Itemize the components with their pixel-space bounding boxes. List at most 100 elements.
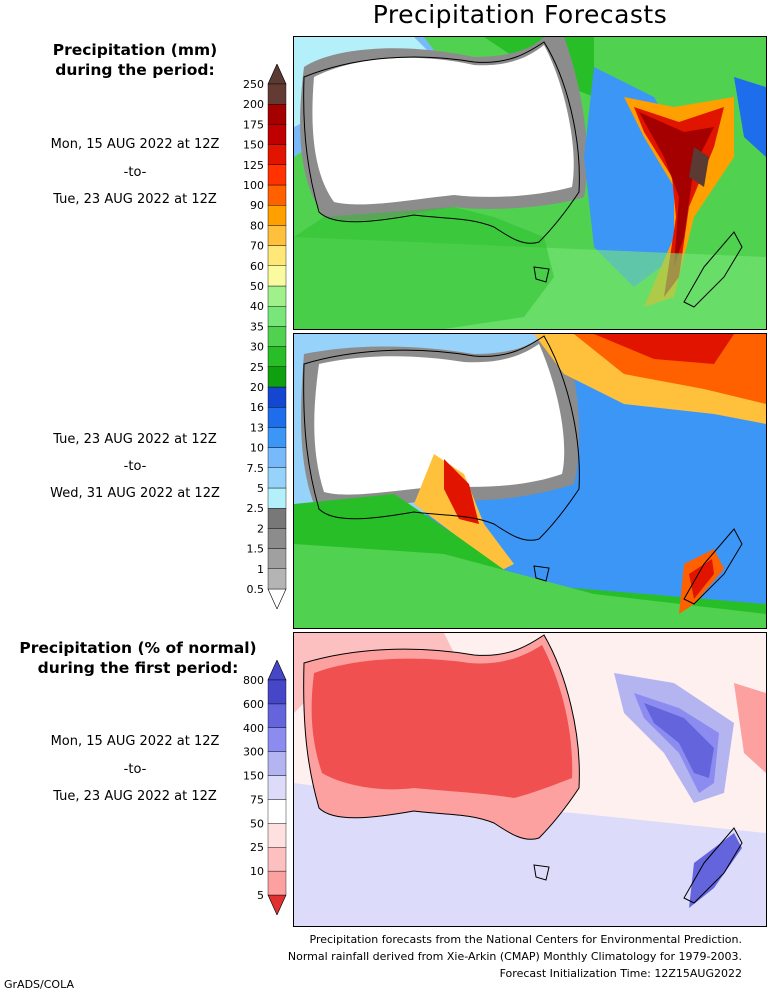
precip-colorbar-tick-label: 35 <box>250 320 264 333</box>
percent-colorbar-over-triangle <box>267 659 287 681</box>
percent-colorbar-tick-label: 50 <box>250 817 264 830</box>
precip-colorbar-segment <box>267 407 287 428</box>
footer-line2: Normal rainfall derived from Xie-Arkin (… <box>287 950 742 963</box>
precip-colorbar-tick-label: 80 <box>250 219 264 232</box>
precip-colorbar-over-triangle <box>267 63 287 85</box>
precip-colorbar-segment <box>267 285 287 307</box>
percent-colorbar-tick-label: 600 <box>243 698 264 711</box>
period2-sep: -to- <box>123 459 147 474</box>
precip-colorbar-segment <box>267 568 287 590</box>
precip-colorbar-tick-label: 25 <box>250 361 264 374</box>
precip-colorbar-tick-label: 5 <box>257 482 264 495</box>
precip-colorbar-tick-label: 20 <box>250 381 264 394</box>
precip-colorbar-tick-label: 10 <box>250 442 264 455</box>
map-period2-svg <box>294 334 766 628</box>
map-period1 <box>293 36 767 330</box>
precip-colorbar-segment <box>267 104 287 125</box>
precip-colorbar-segment <box>267 467 287 489</box>
map-percent-normal <box>293 632 767 927</box>
precip-colorbar-segment <box>267 528 287 549</box>
precip-colorbar: 0.5 1 1.5 2 2.5 5 7.5 10 13 16 20 25 30 35 40 50 60 70 80 9… <box>230 63 290 610</box>
period3-start: Mon, 15 AUG 2022 at 12Z <box>50 734 220 749</box>
precip-colorbar-tick-label: 1.5 <box>247 543 265 556</box>
percent-colorbar-under-triangle <box>267 894 287 916</box>
precip-colorbar-segment <box>267 164 287 186</box>
percent-colorbar-segment <box>267 679 287 705</box>
map-period2 <box>293 333 767 629</box>
precip-colorbar-tick-label: 125 <box>243 159 264 172</box>
precip-colorbar-tick-label: 2.5 <box>247 502 265 515</box>
precip-colorbar-segment <box>267 245 287 267</box>
period2-end: Wed, 31 AUG 2022 at 12Z <box>50 486 220 501</box>
bottom-legend-header: Precipitation (% of normal) during the f… <box>10 638 266 678</box>
percent-colorbar-tick-label: 10 <box>250 865 264 878</box>
grads-credit: GrADS/COLA <box>4 978 74 991</box>
percent-colorbar-svg: 5 10 25 50 75 150 300 400 600 800 <box>243 659 287 916</box>
precip-colorbar-segment <box>267 346 287 368</box>
page-title: Precipitation Forecasts <box>372 0 668 29</box>
footer-line3: Forecast Initialization Time: 12Z15AUG20… <box>499 967 742 980</box>
precip-colorbar-tick-label: 60 <box>250 260 264 273</box>
percent-colorbar-segment <box>267 751 287 776</box>
precip-colorbar-segment <box>267 548 287 570</box>
percent-colorbar-segment <box>267 823 287 848</box>
footer-line1: Precipitation forecasts from the Nationa… <box>309 933 743 946</box>
precip-colorbar-segment <box>267 204 287 226</box>
percent-colorbar-segment <box>267 775 287 800</box>
bottom-legend-header-line1: Precipitation (% of normal) <box>19 639 257 657</box>
percent-colorbar-segment <box>267 727 287 752</box>
percent-colorbar-tick-label: 400 <box>243 722 264 735</box>
precip-colorbar-segment <box>267 447 287 469</box>
period1-end: Tue, 23 AUG 2022 at 12Z <box>53 192 217 207</box>
precip-colorbar-segment <box>267 144 287 165</box>
precip-colorbar-tick-label: 0.5 <box>247 583 265 596</box>
precip-colorbar-segment <box>267 225 287 246</box>
percent-colorbar-tick-label: 75 <box>250 793 264 806</box>
precip-colorbar-tick-label: 2 <box>257 522 264 535</box>
top-legend-header-line2: during the period: <box>55 61 215 79</box>
precip-colorbar-tick-label: 50 <box>250 280 264 293</box>
precip-colorbar-tick-label: 175 <box>243 118 264 131</box>
precip-colorbar-segment <box>267 386 287 408</box>
period1-sep: -to- <box>123 165 147 180</box>
percent-colorbar: 5 10 25 50 75 150 300 400 600 800 <box>230 659 290 916</box>
percent-colorbar-tick-label: 5 <box>257 889 264 902</box>
period2-start: Tue, 23 AUG 2022 at 12Z <box>53 432 217 447</box>
precip-colorbar-segment <box>267 366 287 388</box>
percent-colorbar-segment <box>267 703 287 728</box>
precip-colorbar-tick-label: 16 <box>250 401 264 414</box>
period3-sep: -to- <box>123 762 147 777</box>
precip-colorbar-tick-label: 30 <box>250 341 264 354</box>
map-percent-normal-svg <box>294 633 766 926</box>
period3-end: Tue, 23 AUG 2022 at 12Z <box>53 789 217 804</box>
percent-colorbar-tick-label: 25 <box>250 841 264 854</box>
precip-colorbar-segment <box>267 83 287 105</box>
precip-colorbar-segment <box>267 508 287 529</box>
top-legend-header-line1: Precipitation (mm) <box>52 41 218 59</box>
precip-colorbar-tick-label: 150 <box>243 139 264 152</box>
percent-colorbar-segment <box>267 870 287 896</box>
percent-colorbar-tick-label: 150 <box>243 770 264 783</box>
precip-colorbar-tick-label: 200 <box>243 98 264 111</box>
percent-colorbar-segment <box>267 847 287 872</box>
precip-colorbar-segment <box>267 427 287 448</box>
precip-colorbar-segment <box>267 305 287 327</box>
precip-colorbar-under-triangle <box>267 588 287 610</box>
precip-colorbar-segment <box>267 265 287 287</box>
precip-colorbar-tick-label: 40 <box>250 300 264 313</box>
precip-colorbar-tick-label: 70 <box>250 240 264 253</box>
precip-colorbar-tick-label: 1 <box>257 563 264 576</box>
precip-colorbar-tick-label: 100 <box>243 179 264 192</box>
precip-colorbar-segment <box>267 124 287 145</box>
period1-start: Mon, 15 AUG 2022 at 12Z <box>50 137 220 152</box>
percent-colorbar-segment <box>267 799 287 824</box>
precip-colorbar-segment <box>267 184 287 206</box>
precip-colorbar-tick-label: 90 <box>250 199 264 212</box>
precip-colorbar-segment <box>267 487 287 509</box>
precip-colorbar-svg: 0.5 1 1.5 2 2.5 5 7.5 10 13 16 20 25 30 35 40 50 60 70 80 9… <box>243 63 287 610</box>
map-period1-svg <box>294 37 766 329</box>
precip-colorbar-tick-label: 13 <box>250 421 264 434</box>
precip-colorbar-tick-label: 250 <box>243 78 264 91</box>
percent-colorbar-tick-label: 300 <box>243 746 264 759</box>
footer: Precipitation forecasts from the Nationa… <box>288 931 742 982</box>
